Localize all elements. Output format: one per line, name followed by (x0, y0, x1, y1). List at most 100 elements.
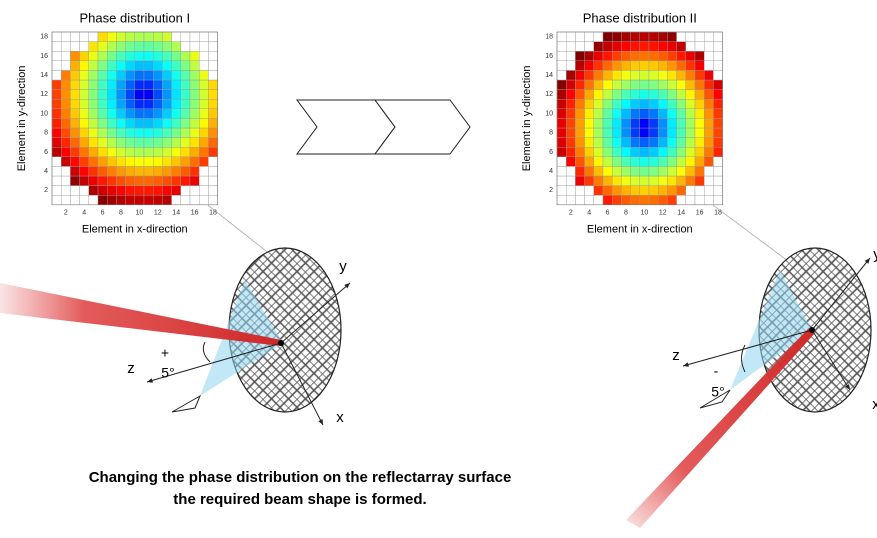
phase-cell (172, 109, 181, 119)
x-tick-label: 10 (641, 210, 649, 217)
phase-cell (61, 42, 70, 52)
phase-cell (704, 70, 713, 80)
phase-cell (89, 147, 98, 157)
phase-cell (190, 32, 199, 42)
phase-cell (575, 109, 584, 119)
y-tick-label: 18 (40, 34, 48, 41)
phase-cell (52, 70, 61, 80)
phase-cell (658, 61, 667, 71)
phase-cell (107, 109, 116, 119)
phase-cell (594, 80, 603, 90)
phase-cell (612, 157, 621, 167)
phase-cell (677, 80, 686, 90)
phase-cell (153, 166, 162, 176)
phase-cell (80, 61, 89, 71)
phase-cell (594, 109, 603, 119)
axis-label-x: x (872, 396, 877, 413)
phase-cell (667, 166, 676, 176)
phase-cell (658, 109, 667, 119)
phase-cell (80, 195, 89, 205)
phase-cell (172, 138, 181, 148)
phase-cell (144, 42, 153, 52)
phase-cell (89, 32, 98, 42)
phase-cell (116, 147, 125, 157)
phase-cell (208, 195, 217, 205)
phase-cell (208, 90, 217, 100)
phase-cell (713, 90, 722, 100)
phase-cell (713, 195, 722, 205)
phase-cell (603, 147, 612, 157)
phase-cell (162, 51, 171, 61)
phase-cell (162, 80, 171, 90)
phase-cell (153, 80, 162, 90)
angle-arc (203, 342, 210, 362)
phase-cell (116, 109, 125, 119)
beam (626, 328, 815, 528)
phase-cell (713, 147, 722, 157)
phase-cell (80, 90, 89, 100)
phase-cell (585, 128, 594, 138)
phase-cell (126, 176, 135, 186)
phase-cell (153, 109, 162, 119)
phase-cell (695, 118, 704, 128)
phase-cell (594, 118, 603, 128)
phase-cell (172, 32, 181, 42)
phase-cell (52, 90, 61, 100)
phase-cell (585, 99, 594, 109)
phase-cell (704, 61, 713, 71)
reflectarray-scene: yxz-5° (626, 246, 877, 528)
phase-cell (612, 99, 621, 109)
phase-cell (107, 176, 116, 186)
phase-cell (172, 195, 181, 205)
phase-cell (603, 90, 612, 100)
phase-cell (190, 61, 199, 71)
angle-value: 5° (711, 384, 724, 400)
phase-cell (566, 99, 575, 109)
y-tick-label: 8 (44, 130, 48, 137)
phase-cell (566, 166, 575, 176)
x-tick-label: 8 (119, 210, 123, 217)
phase-cell (621, 90, 630, 100)
phase-cell (135, 176, 144, 186)
phase-cell (89, 99, 98, 109)
phase-cell (631, 157, 640, 167)
phase-cell (713, 157, 722, 167)
phase-cell (667, 51, 676, 61)
phase-cell (713, 80, 722, 90)
phase-cell (640, 32, 649, 42)
phase-cell (153, 99, 162, 109)
phase-cell (631, 147, 640, 157)
phase-cell (126, 157, 135, 167)
phase-cell (640, 147, 649, 157)
origin-dot (809, 327, 815, 333)
phase-cell (144, 90, 153, 100)
phase-cell (594, 176, 603, 186)
phase-cell (199, 157, 208, 167)
phase-cell (190, 195, 199, 205)
phase-cell (621, 166, 630, 176)
phase-cell (603, 195, 612, 205)
phase-cell (98, 195, 107, 205)
phase-cell (658, 70, 667, 80)
phase-cell (52, 80, 61, 90)
phase-cell (658, 176, 667, 186)
phase-cell (208, 61, 217, 71)
phase-cell (52, 51, 61, 61)
phase-cell (585, 80, 594, 90)
phase-cell (80, 80, 89, 90)
x-tick-label: 18 (209, 210, 217, 217)
phase-cell (631, 70, 640, 80)
phase-cell (80, 109, 89, 119)
phase-cell (713, 51, 722, 61)
phase-cell (695, 42, 704, 52)
phase-cell (686, 195, 695, 205)
phase-cell (181, 186, 190, 196)
phase-cell (107, 166, 116, 176)
phase-cell (208, 128, 217, 138)
phase-cell (677, 51, 686, 61)
phase-cell (70, 128, 79, 138)
phase-cell (704, 176, 713, 186)
phase-cell (649, 51, 658, 61)
phase-cell (704, 138, 713, 148)
phase-cell (135, 157, 144, 167)
